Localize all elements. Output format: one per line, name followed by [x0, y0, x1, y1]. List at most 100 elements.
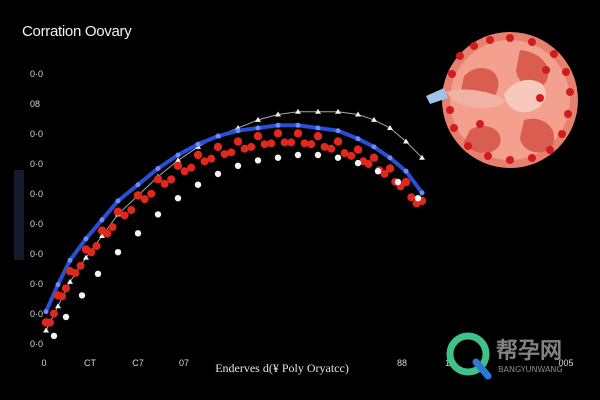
data-point [61, 284, 70, 293]
data-point [49, 309, 58, 318]
data-point [295, 108, 301, 114]
x-tick-label: 07 [179, 358, 189, 368]
y-tick-label: 0·0 [30, 279, 43, 289]
glomerulus-dot [506, 34, 514, 42]
y-axis-label-strip [14, 170, 24, 260]
glomerulus-dot [528, 154, 536, 162]
data-point [374, 168, 382, 175]
data-point [385, 164, 395, 173]
data-point [371, 144, 377, 150]
data-point [83, 254, 89, 260]
x-tick-label: CT [84, 358, 96, 368]
data-point [62, 313, 70, 321]
q-logo-tail [472, 358, 492, 380]
data-point [175, 157, 181, 163]
y-tick-label: 0·0 [30, 159, 43, 169]
data-point [153, 175, 163, 184]
data-point [355, 136, 361, 142]
data-point [294, 151, 302, 159]
data-point [167, 175, 176, 184]
data-point [371, 116, 377, 122]
data-point [55, 303, 61, 309]
data-point [213, 142, 223, 152]
kidney-pyramid [516, 50, 549, 88]
data-point [214, 170, 222, 178]
data-point [180, 167, 189, 176]
glomerulus-dot [464, 142, 472, 150]
y-tick-label: 08 [30, 99, 40, 109]
data-point [347, 151, 356, 160]
y-tick-label: 0·0 [30, 129, 43, 139]
data-point [195, 141, 201, 147]
glomerulus-dot [448, 70, 456, 78]
series-layer [41, 108, 427, 340]
data-point [407, 193, 416, 202]
data-point [267, 139, 276, 148]
renal-pelvis [504, 79, 546, 113]
glomerulus-dot [484, 152, 492, 160]
data-point [173, 161, 183, 170]
y-tick-label: 0·0 [30, 69, 43, 79]
data-point [394, 178, 402, 186]
data-point [255, 116, 261, 122]
data-point [275, 111, 281, 117]
data-point [207, 154, 216, 163]
data-point [335, 128, 341, 134]
data-point [67, 278, 73, 284]
data-point [134, 230, 142, 237]
data-point [387, 125, 393, 130]
series-line [44, 123, 424, 314]
data-point [220, 150, 229, 159]
data-point [240, 144, 249, 153]
data-point [300, 139, 309, 148]
data-point [253, 131, 263, 141]
glomerulus-dot [450, 124, 458, 132]
watermark: 帮孕网 BANGYUNWANG [446, 332, 563, 380]
data-point [255, 125, 261, 131]
y-tick-label: 0·0 [30, 219, 43, 229]
q-logo-icon [446, 332, 490, 376]
glomerulus-dot [566, 88, 574, 96]
data-point [135, 182, 141, 188]
data-point [194, 181, 202, 188]
x-tick-label: C7 [132, 358, 144, 368]
data-point [314, 151, 322, 159]
renal-hilum [446, 89, 505, 108]
data-point [355, 111, 361, 117]
data-point [364, 159, 373, 168]
ureter [426, 88, 448, 104]
data-point [334, 154, 342, 161]
data-point [103, 229, 112, 238]
data-point [247, 142, 256, 151]
data-point [55, 282, 61, 288]
data-point [280, 138, 289, 147]
kidney-pyramid [464, 125, 501, 153]
data-point [78, 292, 86, 299]
data-point [99, 217, 105, 223]
data-point [160, 179, 169, 188]
data-point [92, 242, 101, 251]
watermark-subtext: BANGYUNWANG [498, 365, 563, 374]
data-point [175, 152, 181, 158]
glomerulus-dot [506, 156, 514, 164]
x-tick-label: 005 [558, 358, 573, 368]
data-point [147, 189, 156, 198]
data-point [313, 131, 323, 141]
glomerulus-dot [562, 68, 570, 76]
series-2 [41, 129, 427, 327]
data-point [187, 163, 196, 172]
data-point [333, 137, 343, 146]
data-point [113, 207, 123, 216]
data-point [193, 150, 203, 160]
data-point [369, 153, 379, 162]
data-point [380, 169, 389, 178]
data-point [387, 155, 393, 161]
data-point [108, 223, 117, 232]
data-point [200, 157, 209, 166]
data-point [401, 177, 411, 187]
data-point [320, 142, 329, 151]
data-point [274, 154, 282, 161]
glomeruli-dots [446, 34, 574, 164]
series-3 [50, 151, 422, 340]
